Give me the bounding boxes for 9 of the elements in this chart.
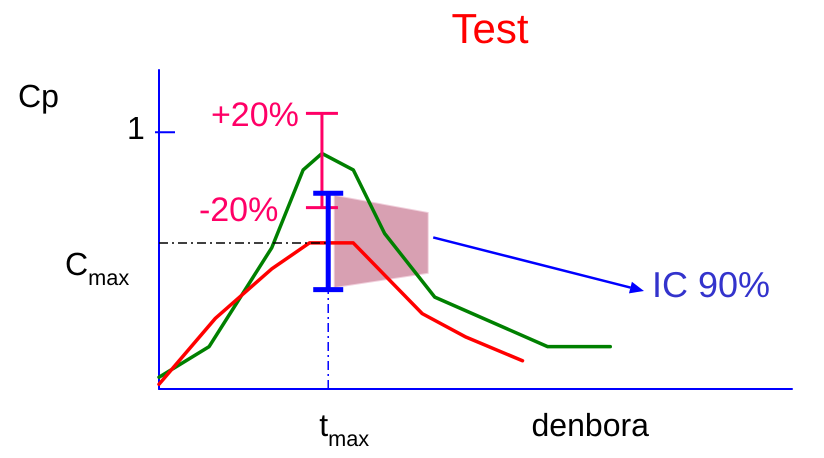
text: t$_{max}$: [319, 406, 370, 450]
text: +20%: [210, 96, 299, 134]
x-axis-title: denbora: [532, 407, 649, 443]
y-axis-title: Cp: [18, 78, 59, 114]
chart-title: Test: [452, 5, 529, 52]
annotation: -20%: [198, 190, 278, 229]
text: 1: [127, 110, 145, 146]
annotation: IC 90%: [652, 264, 770, 305]
ref-line-label: C$_{max}$: [65, 246, 130, 290]
